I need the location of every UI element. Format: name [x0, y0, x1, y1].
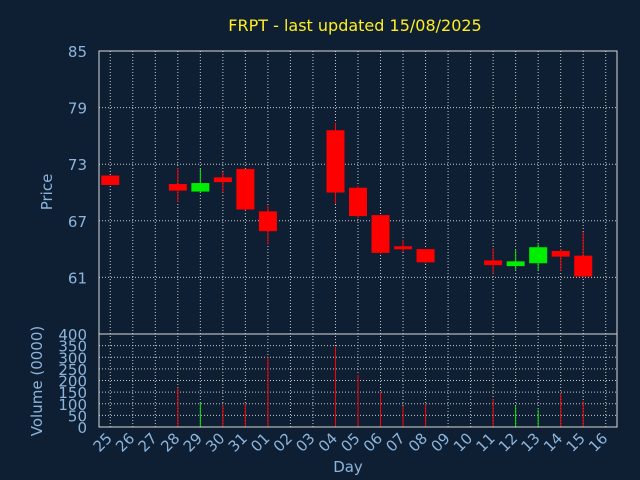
price-tick-label: 61: [68, 269, 87, 287]
candle-body: [529, 247, 548, 264]
x-axis-label: Day: [333, 458, 363, 476]
volume-tick-label: 350: [58, 338, 87, 356]
candle-body: [213, 177, 232, 183]
volume-tick-label: 150: [58, 384, 87, 402]
volume-tick-label: 200: [58, 373, 87, 391]
price-panel: 85 79 73 67 61: [68, 43, 618, 427]
chart-title: FRPT - last updated 15/08/2025: [228, 16, 481, 35]
candle-body: [101, 175, 120, 185]
volume-tick-label: 250: [58, 361, 87, 379]
volume-tick-label: 0: [77, 419, 87, 437]
candle-body: [258, 211, 277, 232]
candle-body: [236, 168, 255, 210]
price-tick-label: 73: [68, 156, 87, 174]
volume-frame: [98, 333, 618, 428]
candle-body: [326, 130, 345, 193]
candle-body: [551, 250, 570, 257]
price-tick-label: 85: [68, 43, 87, 61]
candle-body: [349, 187, 367, 217]
candle-body: [168, 184, 187, 191]
x-axis: 2526272829303101020304050607080910111213…: [90, 429, 612, 455]
candle-body: [416, 249, 435, 263]
volume-tick-label: 50: [68, 407, 87, 425]
candle-body: [574, 255, 593, 277]
candle-body: [484, 260, 503, 266]
volume-axis-label: Volume (0000): [28, 326, 46, 436]
price-tick-label: 67: [68, 213, 87, 231]
candle-body: [191, 183, 210, 192]
candle-body: [394, 246, 413, 250]
volume-tick-label: 400: [58, 326, 87, 344]
volume-tick-label: 100: [58, 396, 87, 414]
candle-body: [506, 261, 525, 267]
volume-tick-label: 300: [58, 349, 87, 367]
price-axis-label: Price: [38, 174, 56, 211]
candle-body: [371, 215, 390, 253]
price-tick-label: 79: [68, 100, 87, 118]
